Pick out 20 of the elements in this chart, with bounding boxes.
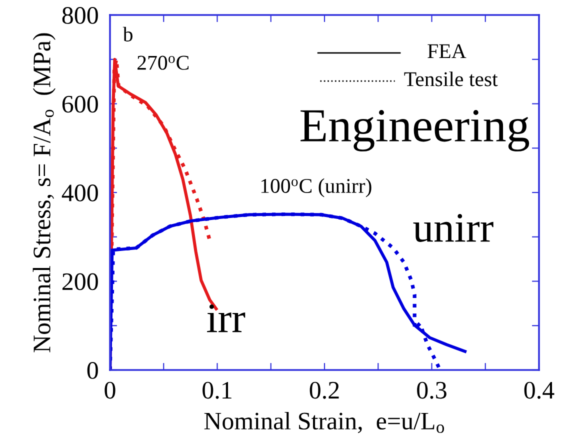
annotation: 270$^{o}$C [138, 56, 189, 70]
y-tick-label: 400 [62, 184, 98, 202]
annotation: Engineering [300, 110, 530, 152]
annotation: 100$^{o}$C (unirr) [261, 178, 372, 198]
y-tick-label: 800 [62, 7, 98, 24]
annotation: FEA [428, 44, 466, 58]
annotation: irr [207, 304, 246, 332]
x-tick-label: 0.2 [310, 382, 339, 399]
y-tick-label: 600 [62, 96, 98, 113]
x-tick-label: 0.4 [524, 382, 554, 399]
y-tick-label: 200 [62, 273, 98, 290]
annotation: Tensile test [404, 72, 498, 86]
x-tick-label: 0 [104, 382, 116, 399]
x-axis-title: Nominal Strain, e=u/L$_{o}$ [204, 412, 444, 434]
annotation: b [122, 26, 132, 42]
y-tick-label: 0 [87, 362, 98, 379]
annotation: unirr [413, 214, 494, 242]
x-tick-label: 0.3 [417, 382, 446, 399]
x-tick-label: 0.1 [202, 382, 232, 399]
y-axis-title: Nominal Stress, s= F/A$_{o}$ (MPa) [32, 33, 56, 352]
